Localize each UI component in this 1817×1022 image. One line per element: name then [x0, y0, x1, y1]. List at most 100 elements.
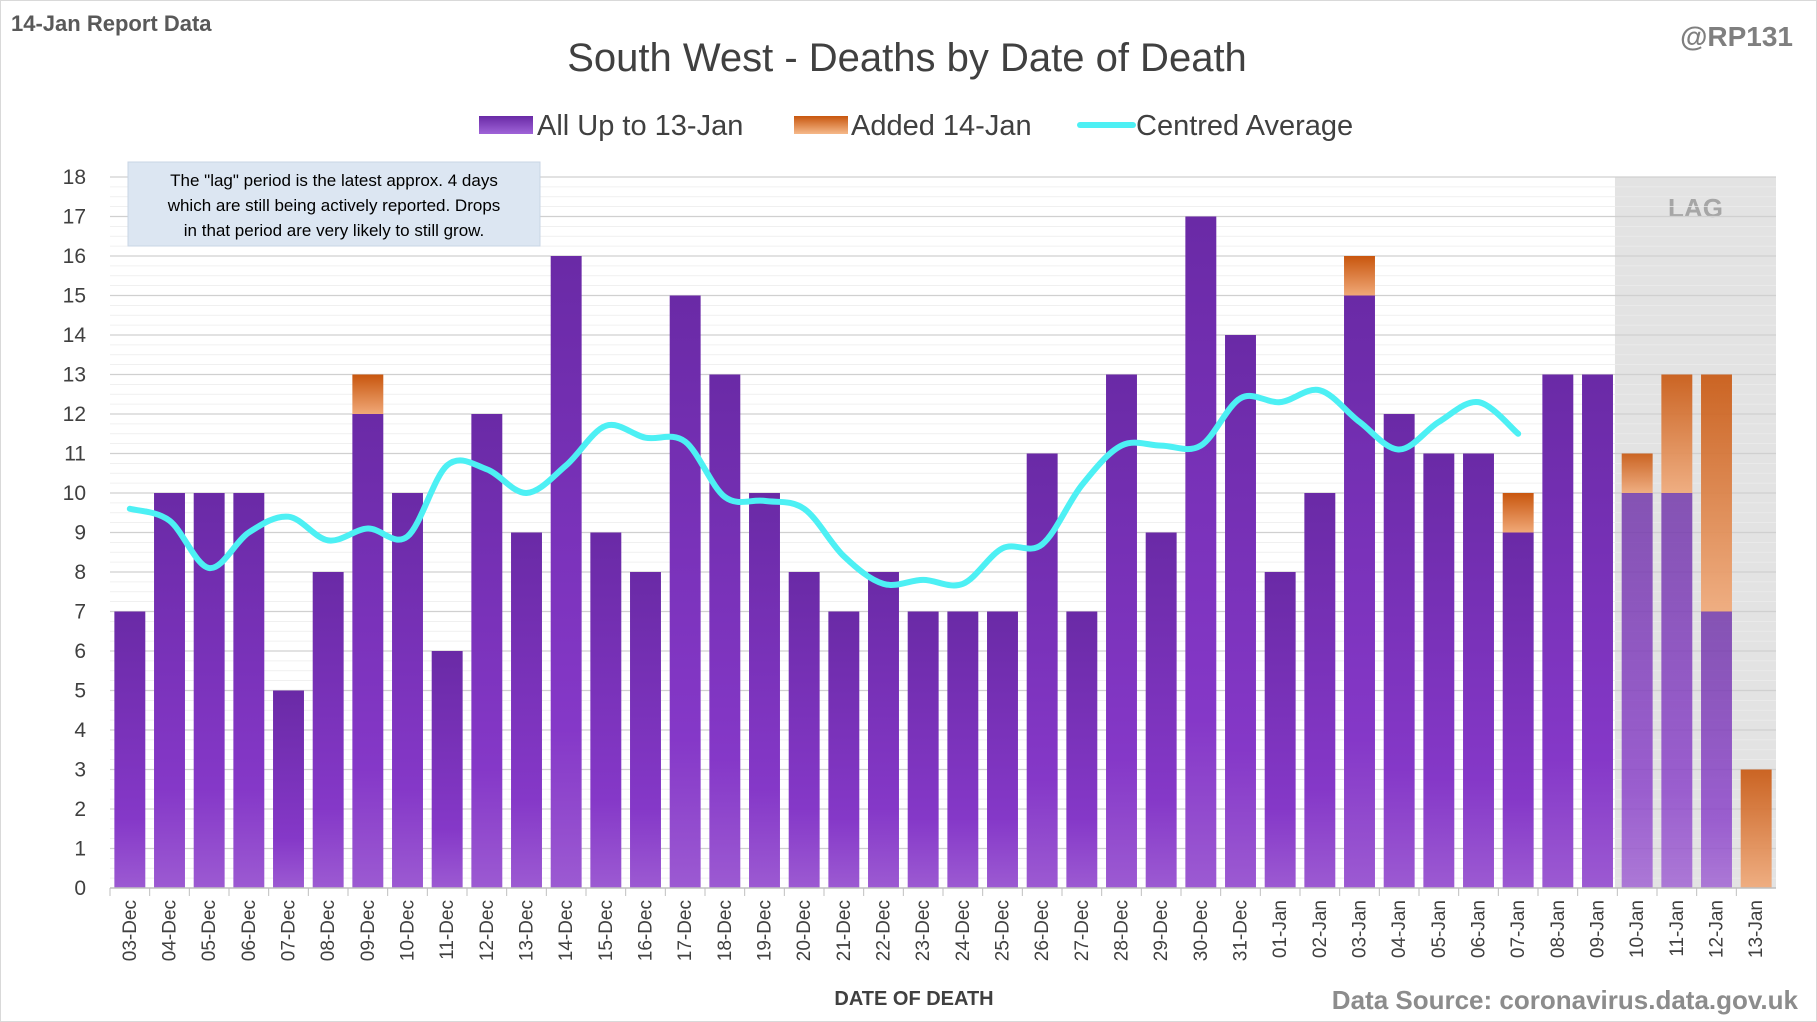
y-tick-label: 6	[74, 640, 86, 663]
bar-all-up-to-13-jan	[1621, 493, 1653, 888]
bar-all-up-to-13-jan	[1185, 216, 1217, 888]
x-tick-label: 25-Dec	[993, 900, 1014, 961]
legend: All Up to 13-Jan Added 14-Jan Centred Av…	[479, 110, 1353, 142]
bar-all-up-to-13-jan	[1066, 611, 1098, 888]
x-tick-label: 26-Dec	[1032, 900, 1053, 961]
bar-all-up-to-13-jan	[312, 572, 344, 888]
legend-label-average: Centred Average	[1136, 110, 1353, 142]
x-tick-label: 10-Dec	[398, 900, 419, 961]
bar-all-up-to-13-jan	[154, 493, 185, 888]
legend-swatch-all	[479, 116, 533, 134]
y-tick-label: 11	[64, 443, 86, 466]
bar-all-up-to-13-jan	[987, 611, 1018, 888]
y-tick-label: 9	[74, 522, 86, 545]
y-tick-label: 17	[63, 206, 86, 229]
x-tick-label: 12-Dec	[477, 900, 498, 961]
average-line	[126, 386, 1522, 589]
x-tick-label: 07-Jan	[1508, 900, 1529, 958]
bar-all-up-to-13-jan	[828, 611, 860, 888]
bar-all-up-to-13-jan	[868, 572, 899, 888]
lag-note-box	[127, 161, 541, 247]
x-tick-label: 08-Jan	[1548, 900, 1569, 958]
x-tick-label: 29-Dec	[1151, 900, 1172, 961]
x-tick-label: 22-Dec	[874, 900, 895, 961]
x-tick-label: 17-Dec	[675, 900, 696, 961]
data-source: Data Source: coronavirus.data.gov.uk	[1332, 985, 1799, 1015]
legend-swatch-added	[794, 116, 848, 134]
bar-added-14-jan	[1502, 493, 1534, 533]
bar-all-up-to-13-jan	[1304, 493, 1336, 888]
x-tick-label: 02-Jan	[1310, 900, 1331, 958]
x-axis-ticks: 03-Dec 04-Dec 05-Dec 06-Dec 07-Dec 08-Dec 09-D…	[109, 888, 1767, 961]
x-tick-label: 05-Jan	[1429, 900, 1450, 958]
gridlines	[110, 176, 1776, 879]
bar-all-up-to-13-jan	[193, 493, 225, 888]
x-tick-label: 05-Dec	[199, 900, 220, 961]
lag-note: The "lag" period is the latest approx. 4…	[127, 161, 541, 247]
y-tick-label: 8	[74, 561, 86, 584]
bar-all-up-to-13-jan	[1026, 453, 1058, 888]
x-tick-label: 27-Dec	[1072, 900, 1093, 961]
bar-all-up-to-13-jan	[590, 532, 622, 888]
x-tick-label: 11-Jan	[1667, 900, 1688, 957]
x-tick-label: 07-Dec	[279, 900, 300, 961]
y-tick-label: 1	[74, 838, 86, 861]
y-tick-label: 7	[74, 601, 86, 624]
bar-all-up-to-13-jan	[947, 611, 979, 888]
x-tick-label: 04-Dec	[160, 900, 181, 961]
bar-all-up-to-13-jan	[1264, 572, 1296, 888]
bar-all-up-to-13-jan	[749, 493, 780, 888]
x-tick-label: 14-Dec	[556, 900, 577, 961]
bar-all-up-to-13-jan	[511, 532, 542, 888]
bar-added-14-jan	[1701, 374, 1732, 612]
y-tick-label: 16	[63, 245, 86, 268]
bar-all-up-to-13-jan	[114, 611, 146, 888]
author-handle: @RP131	[1680, 21, 1793, 52]
bar-all-up-to-13-jan	[1106, 374, 1137, 888]
lag-note-line-1: The "lag" period is the latest approx. 4…	[170, 171, 498, 190]
x-tick-label: 06-Dec	[239, 900, 260, 961]
x-tick-label: 13-Dec	[517, 900, 538, 961]
y-tick-label: 3	[74, 759, 86, 782]
bar-added-14-jan	[352, 374, 384, 414]
bar-all-up-to-13-jan	[669, 295, 701, 888]
bar-added-14-jan	[1344, 256, 1375, 296]
report-label: 14-Jan Report Data	[11, 11, 212, 36]
bar-all-up-to-13-jan	[1542, 374, 1574, 888]
bar-all-up-to-13-jan	[1423, 453, 1455, 888]
x-tick-label: 09-Jan	[1588, 900, 1609, 958]
y-tick-label: 14	[63, 324, 87, 347]
y-tick-label: 15	[63, 285, 86, 308]
bar-all-up-to-13-jan	[788, 572, 820, 888]
x-tick-label: 31-Dec	[1231, 900, 1252, 961]
x-tick-label: 21-Dec	[834, 900, 855, 961]
bar-all-up-to-13-jan	[907, 611, 939, 888]
bar-added-14-jan	[1740, 769, 1772, 888]
y-tick-label: 2	[74, 798, 86, 821]
centred-average-line	[126, 386, 1522, 589]
x-axis-title: DATE OF DEATH	[834, 988, 993, 1010]
x-tick-label: 28-Dec	[1112, 900, 1133, 961]
bar-all-up-to-13-jan	[1502, 532, 1534, 888]
bar-all-up-to-13-jan	[1463, 453, 1494, 888]
bar-all-up-to-13-jan	[1344, 295, 1375, 888]
x-tick-label: 23-Dec	[913, 900, 934, 961]
bar-all-up-to-13-jan	[1701, 611, 1732, 888]
x-tick-label: 15-Dec	[596, 900, 617, 961]
bar-all-up-to-13-jan	[471, 414, 503, 888]
bar-all-up-to-13-jan	[550, 256, 582, 888]
x-tick-label: 30-Dec	[1191, 900, 1212, 961]
bar-all-up-to-13-jan	[392, 493, 423, 888]
x-tick-label: 13-Jan	[1746, 900, 1767, 958]
x-tick-label: 03-Jan	[1350, 900, 1371, 958]
y-tick-label: 18	[63, 166, 86, 189]
x-tick-label: 20-Dec	[794, 900, 815, 961]
y-tick-label: 12	[63, 403, 86, 426]
x-tick-label: 12-Jan	[1707, 900, 1728, 958]
y-tick-label: 10	[63, 482, 86, 505]
y-tick-label: 0	[74, 877, 86, 900]
x-tick-label: 04-Jan	[1389, 900, 1410, 958]
